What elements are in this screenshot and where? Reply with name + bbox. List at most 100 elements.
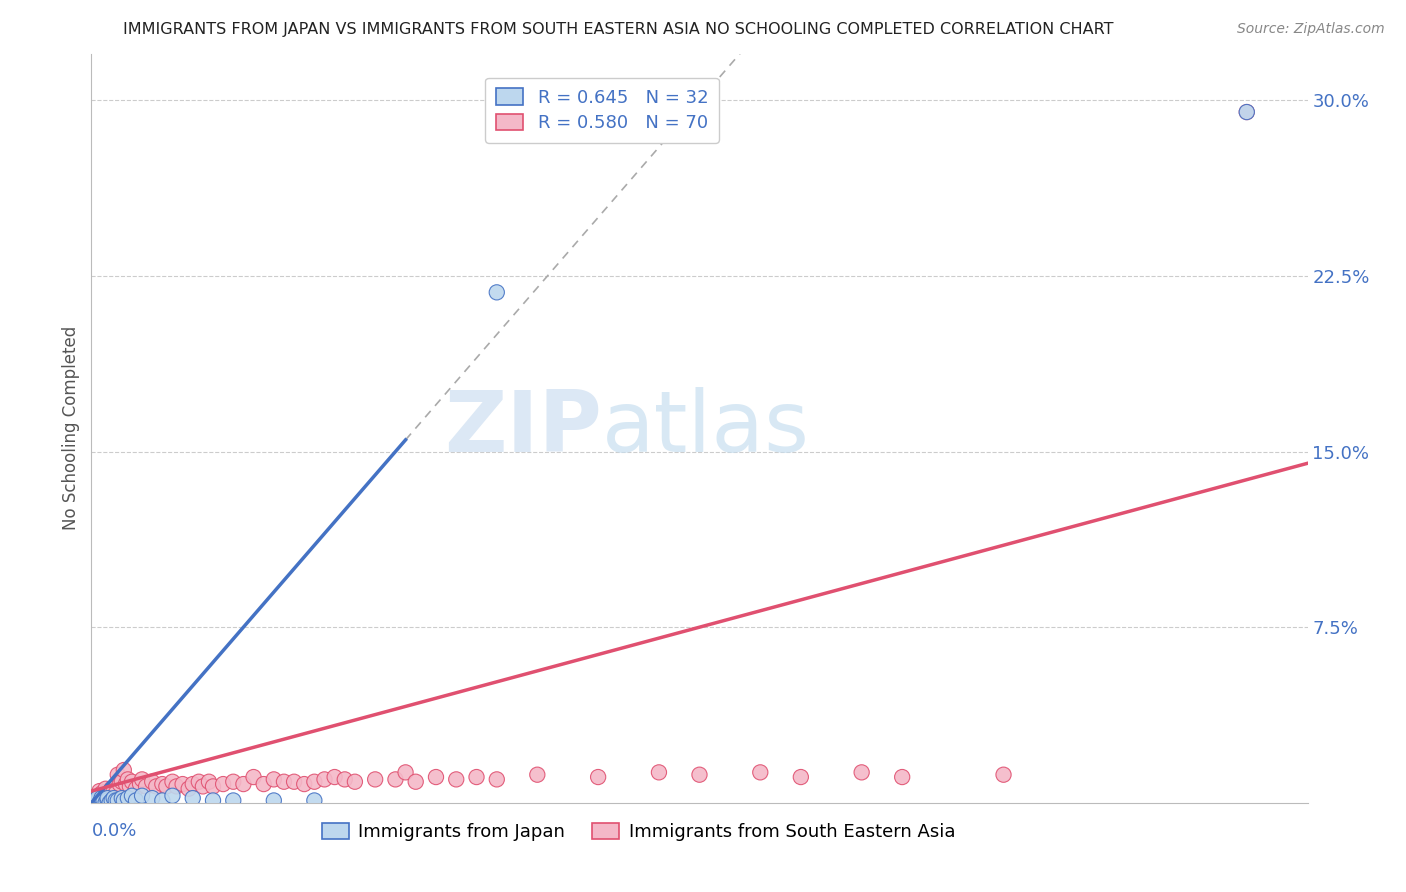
- Point: [82, 793, 104, 807]
- Point: [993, 767, 1015, 781]
- Point: [394, 765, 416, 780]
- Y-axis label: No Schooling Completed: No Schooling Completed: [62, 326, 80, 530]
- Point: [150, 793, 173, 807]
- Point: [263, 772, 285, 787]
- Point: [851, 765, 873, 780]
- Legend: R = 0.645   N = 32, R = 0.580   N = 70: R = 0.645 N = 32, R = 0.580 N = 70: [485, 78, 718, 143]
- Point: [333, 772, 356, 787]
- Point: [104, 787, 127, 801]
- Point: [384, 772, 406, 787]
- Point: [135, 780, 157, 794]
- Point: [108, 777, 131, 791]
- Point: [212, 777, 235, 791]
- Point: [145, 780, 167, 794]
- Point: [111, 774, 134, 789]
- Point: [93, 793, 115, 807]
- Point: [187, 774, 209, 789]
- Point: [222, 793, 245, 807]
- Point: [84, 796, 107, 810]
- Point: [112, 763, 135, 777]
- Point: [222, 774, 245, 789]
- Text: Source: ZipAtlas.com: Source: ZipAtlas.com: [1237, 22, 1385, 37]
- Point: [162, 789, 184, 803]
- Point: [103, 784, 125, 798]
- Point: [485, 772, 508, 787]
- Point: [103, 791, 125, 805]
- Text: IMMIGRANTS FROM JAPAN VS IMMIGRANTS FROM SOUTH EASTERN ASIA NO SCHOOLING COMPLET: IMMIGRANTS FROM JAPAN VS IMMIGRANTS FROM…: [124, 22, 1114, 37]
- Point: [343, 774, 366, 789]
- Point: [89, 796, 111, 810]
- Point: [526, 767, 548, 781]
- Point: [82, 793, 104, 807]
- Point: [125, 781, 148, 796]
- Point: [100, 781, 122, 796]
- Point: [90, 787, 112, 801]
- Point: [232, 777, 254, 791]
- Point: [1236, 105, 1258, 120]
- Point: [84, 791, 107, 805]
- Point: [94, 781, 117, 796]
- Point: [118, 780, 141, 794]
- Point: [648, 765, 671, 780]
- Point: [86, 793, 108, 807]
- Point: [273, 774, 295, 789]
- Point: [444, 772, 467, 787]
- Point: [90, 791, 112, 805]
- Point: [177, 781, 200, 796]
- Text: atlas: atlas: [602, 386, 810, 470]
- Point: [790, 770, 813, 784]
- Point: [111, 791, 134, 805]
- Point: [304, 774, 326, 789]
- Point: [202, 793, 225, 807]
- Point: [314, 772, 336, 787]
- Point: [283, 774, 305, 789]
- Point: [181, 777, 204, 791]
- Point: [141, 791, 163, 805]
- Point: [107, 793, 129, 807]
- Point: [166, 780, 188, 794]
- Point: [465, 770, 488, 784]
- Point: [292, 777, 315, 791]
- Point: [97, 793, 120, 807]
- Point: [107, 767, 129, 781]
- Point: [150, 777, 173, 791]
- Point: [121, 774, 143, 789]
- Point: [131, 789, 153, 803]
- Point: [304, 793, 326, 807]
- Point: [181, 791, 204, 805]
- Point: [86, 789, 108, 803]
- Text: ZIP: ZIP: [444, 386, 602, 470]
- Point: [98, 796, 121, 810]
- Point: [89, 784, 111, 798]
- Point: [141, 774, 163, 789]
- Point: [425, 770, 447, 784]
- Point: [121, 789, 143, 803]
- Point: [125, 793, 148, 807]
- Point: [263, 793, 285, 807]
- Point: [94, 796, 117, 810]
- Point: [1236, 105, 1258, 120]
- Point: [586, 770, 609, 784]
- Point: [97, 791, 120, 805]
- Point: [172, 777, 194, 791]
- Point: [749, 765, 772, 780]
- Point: [100, 793, 122, 807]
- Point: [86, 791, 108, 805]
- Point: [253, 777, 276, 791]
- Point: [364, 772, 387, 787]
- Point: [242, 770, 264, 784]
- Point: [117, 772, 139, 787]
- Point: [129, 777, 152, 791]
- Point: [155, 780, 177, 794]
- Point: [115, 777, 138, 791]
- Point: [485, 285, 508, 300]
- Point: [891, 770, 914, 784]
- Point: [162, 774, 184, 789]
- Point: [191, 780, 214, 794]
- Point: [198, 774, 221, 789]
- Point: [112, 793, 135, 807]
- Point: [98, 789, 121, 803]
- Point: [405, 774, 427, 789]
- Point: [202, 780, 225, 794]
- Point: [131, 772, 153, 787]
